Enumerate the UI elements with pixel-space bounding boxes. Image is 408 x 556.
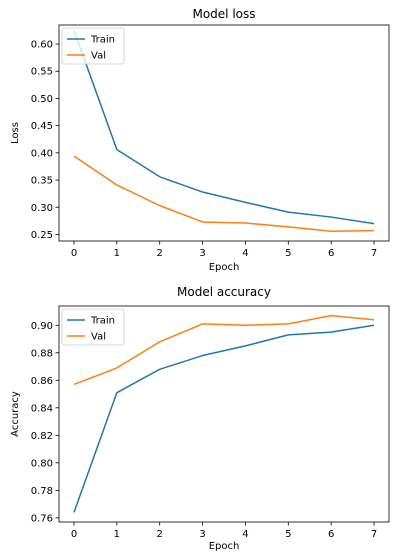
x-tick-label: 5 (285, 248, 291, 259)
y-tick-label: 0.86 (31, 376, 53, 387)
x-axis-label: Epoch (209, 262, 240, 273)
x-tick-label: 3 (199, 248, 205, 259)
axes-frame (58, 305, 390, 523)
y-tick-label: 0.50 (31, 94, 53, 105)
y-axis-label: Loss (10, 122, 21, 144)
x-tick-label: 4 (242, 529, 248, 540)
x-tick-label: 4 (242, 248, 248, 259)
legend-label-train: Train (90, 316, 115, 327)
y-tick-label: 0.25 (31, 230, 53, 241)
x-tick-label: 0 (71, 529, 77, 540)
x-tick-label: 7 (371, 529, 377, 540)
y-axis-label: Accuracy (10, 391, 21, 437)
y-tick-label: 0.88 (31, 348, 53, 359)
x-tick-label: 2 (157, 529, 163, 540)
y-tick-label: 0.84 (31, 403, 53, 414)
x-tick-label: 0 (71, 248, 77, 259)
x-tick-label: 5 (285, 529, 291, 540)
y-tick-label: 0.55 (31, 67, 53, 78)
y-tick-label: 0.76 (31, 513, 53, 524)
y-tick-label: 0.60 (31, 40, 53, 51)
x-tick-label: 7 (371, 248, 377, 259)
x-tick-label: 6 (328, 529, 334, 540)
legend-label-val: Val (91, 332, 106, 343)
y-tick-label: 0.90 (31, 321, 53, 332)
x-tick-label: 2 (157, 248, 163, 259)
x-tick-label: 1 (114, 529, 120, 540)
y-tick-label: 0.80 (31, 458, 53, 469)
chart-title: Model accuracy (177, 285, 271, 299)
x-tick-label: 6 (328, 248, 334, 259)
x-axis-label: Epoch (209, 541, 240, 552)
accuracy-chart: Model accuracy 0 1 2 3 4 5 6 7 0.76 0.78 0.80 0.82 0.… (10, 285, 390, 552)
loss-chart: Model loss 0 1 2 3 4 5 6 7 0.25 0.30 0.35 0.40 0.45 0.… (10, 7, 390, 273)
chart-title: Model loss (192, 7, 255, 21)
y-tick-label: 0.82 (31, 431, 53, 442)
series-line-train (73, 324, 375, 513)
x-tick-label: 3 (199, 529, 205, 540)
series-line-val (73, 314, 375, 386)
legend-label-val: Val (91, 51, 106, 62)
y-tick-label: 0.40 (31, 148, 53, 159)
axes-frame (58, 24, 390, 242)
y-tick-label: 0.35 (31, 176, 53, 187)
y-tick-label: 0.45 (31, 121, 53, 132)
x-tick-label: 1 (114, 248, 120, 259)
series-line-val (73, 155, 375, 232)
legend-label-train: Train (90, 35, 115, 46)
y-tick-label: 0.78 (31, 486, 53, 497)
series-line-train (73, 30, 375, 225)
y-tick-label: 0.30 (31, 203, 53, 214)
